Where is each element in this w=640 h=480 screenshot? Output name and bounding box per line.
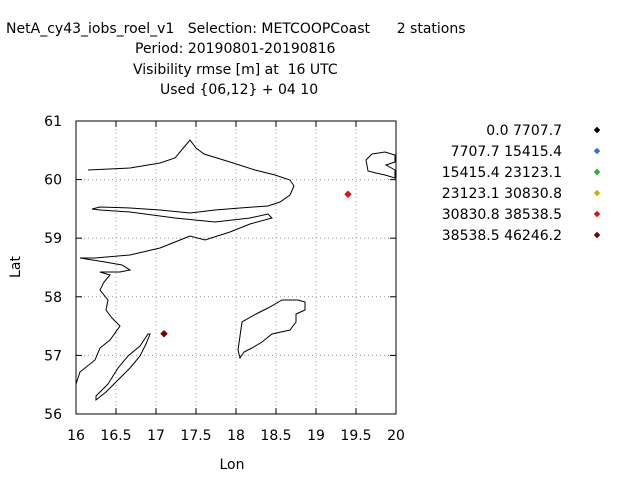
coastline-west <box>75 257 132 385</box>
y-tick-label: 60 <box>44 173 62 189</box>
station-marker <box>344 190 352 199</box>
legend: 0.0 7707.7 7707.7 15415.4 15415.4 23123.1 2… <box>442 123 601 244</box>
legend-marker <box>593 126 601 134</box>
station-marker <box>160 329 168 338</box>
x-tick-label: 19.5 <box>340 428 371 444</box>
y-tick-label: 61 <box>44 114 62 130</box>
y-tick-label: 57 <box>44 348 62 364</box>
coastline-east-finland <box>365 151 396 179</box>
legend-marker <box>593 168 601 176</box>
x-tick-label: 20 <box>387 428 405 444</box>
legend-marker <box>593 189 601 197</box>
legend-label: 0.0 7707.7 <box>486 123 562 139</box>
y-tick-labels: 56 57 58 59 60 61 <box>44 114 62 423</box>
tick-marks <box>75 120 397 415</box>
grid-lines <box>76 121 396 414</box>
station-markers <box>160 190 352 338</box>
x-tick-label: 16.5 <box>100 428 131 444</box>
legend-marker <box>593 147 601 155</box>
legend-label: 30830.8 38538.5 <box>442 207 562 223</box>
legend-label: 7707.7 15415.4 <box>451 144 562 160</box>
y-tick-label: 59 <box>44 231 62 247</box>
plot-title-variable: Visibility rmse [m] at 16 UTC <box>133 62 338 78</box>
coastline-north-gulf <box>80 139 295 259</box>
legend-label: 23123.1 30830.8 <box>442 186 562 202</box>
x-tick-label: 18 <box>227 428 245 444</box>
x-tick-labels: 16 16.5 17 17.5 18 18.5 19 19.5 20 <box>67 428 405 444</box>
legend-label: 15415.4 23123.1 <box>442 165 562 181</box>
y-tick-label: 56 <box>44 407 62 423</box>
x-tick-label: 19 <box>307 428 325 444</box>
coastline-island-oland <box>95 333 151 402</box>
x-tick-label: 18.5 <box>260 428 291 444</box>
plot-title-period: Period: 20190801-20190816 <box>135 41 336 57</box>
plot-frame <box>75 120 397 415</box>
coastline-island-gotland <box>237 299 306 360</box>
plot-title-line-1: p: NetA_cy43_iobs_roel_v1 Selection: MET… <box>0 21 466 37</box>
coastline-layer <box>75 139 396 402</box>
plot-title-used: Used {06,12} + 04 10 <box>160 82 319 98</box>
y-tick-label: 58 <box>44 290 62 306</box>
x-tick-label: 16 <box>67 428 85 444</box>
legend-marker <box>593 210 601 218</box>
legend-label: 38538.5 46246.2 <box>442 228 562 244</box>
x-tick-label: 17.5 <box>180 428 211 444</box>
x-axis-title: Lon <box>220 457 245 473</box>
legend-marker <box>593 231 601 239</box>
x-tick-label: 17 <box>147 428 165 444</box>
y-axis-title: Lat <box>8 256 24 278</box>
